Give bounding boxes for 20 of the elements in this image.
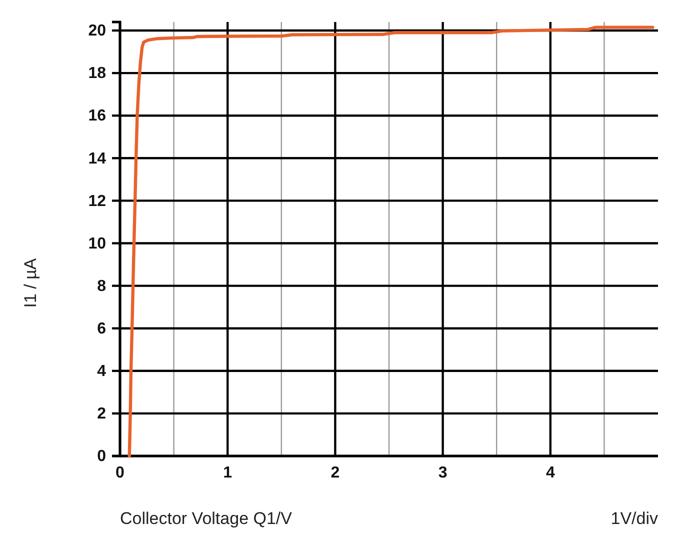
- y-tick-label: 10: [88, 235, 106, 252]
- y-tick-label: 14: [88, 150, 106, 168]
- text: 1V/div: [610, 509, 658, 528]
- y-tick-label: 8: [97, 278, 106, 295]
- y-tick-label: 12: [88, 192, 106, 210]
- y-tick-label: 2: [97, 406, 106, 423]
- y-tick-label: 4: [97, 363, 106, 380]
- y-tick-label: 0: [97, 448, 106, 466]
- y-tick-label: 16: [88, 108, 106, 125]
- x-tick-label: 1: [223, 464, 232, 482]
- x-tick-label: 4: [546, 464, 555, 482]
- line-series: [128, 26, 654, 458]
- x-tick-label: 0: [116, 464, 125, 482]
- x-tick-label: 2: [330, 464, 340, 482]
- y-tick-label: 6: [97, 320, 106, 338]
- x-axis-title: Collector Voltage Q1/V: [120, 509, 293, 528]
- x-tick-label: 3: [438, 464, 448, 482]
- y-tick-label: 20: [88, 22, 106, 40]
- y-axis-title: I1 / µA: [21, 258, 40, 308]
- y-tick-label: 18: [88, 65, 106, 82]
